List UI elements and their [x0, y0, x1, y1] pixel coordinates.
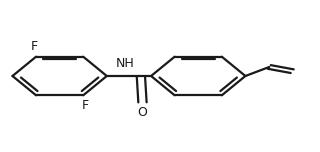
Text: O: O	[138, 106, 148, 119]
Text: F: F	[31, 40, 38, 53]
Text: F: F	[82, 99, 89, 112]
Text: NH: NH	[116, 57, 135, 70]
